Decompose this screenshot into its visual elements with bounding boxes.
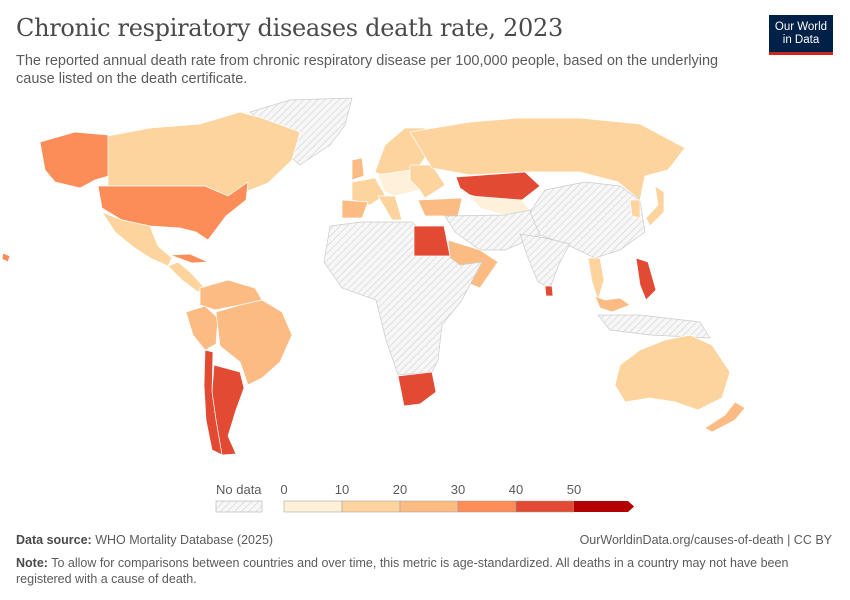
note-label: Note: (16, 556, 48, 570)
country-japan[interactable] (645, 185, 665, 227)
legend-tick-label: 50 (567, 482, 581, 497)
note-text: To allow for comparisons between countri… (16, 556, 789, 586)
country-thailand[interactable] (587, 257, 605, 302)
country-canada[interactable] (107, 111, 301, 197)
legend-tick-label: 40 (509, 482, 523, 497)
world-map (1, 97, 746, 456)
country-russia[interactable] (409, 117, 686, 201)
legend-bin[interactable] (341, 500, 401, 513)
legend-tick-label: 10 (335, 482, 349, 497)
country-turkey[interactable] (417, 197, 463, 217)
country-korea[interactable] (629, 199, 641, 219)
country-south-africa[interactable] (397, 371, 437, 407)
country-new-zealand[interactable] (704, 401, 746, 433)
legend-no-data-swatch (215, 500, 263, 513)
logo-line-1: Our World (774, 20, 828, 33)
owid-logo[interactable]: Our World in Data (769, 15, 833, 55)
country-western-europe[interactable] (351, 177, 386, 206)
legend-tick-label: 20 (393, 482, 407, 497)
footnote: Note: To allow for comparisons between c… (16, 555, 816, 587)
country-peru[interactable] (185, 305, 219, 351)
country-uk[interactable] (351, 157, 365, 181)
chart-subtitle: The reported annual death rate from chro… (16, 53, 719, 87)
legend-tick-label: 30 (451, 482, 465, 497)
data-source: Data source: WHO Mortality Database (202… (16, 533, 273, 547)
logo-line-2: in Data (782, 33, 820, 46)
legend-no-data-label: No data (216, 482, 262, 497)
country-brazil[interactable] (215, 299, 293, 386)
country-iberia[interactable] (341, 199, 369, 219)
country-sri-lanka[interactable] (544, 285, 554, 297)
country-hawaii[interactable] (1, 252, 11, 263)
country-alaska[interactable] (39, 131, 113, 189)
legend-bin[interactable] (515, 500, 575, 513)
country-egypt[interactable] (413, 225, 451, 257)
license-link[interactable]: OurWorldinData.org/causes-of-death | CC … (579, 533, 832, 547)
country-mexico[interactable] (101, 211, 173, 267)
legend-bin[interactable] (399, 500, 459, 513)
color-legend: No data 0 10 20 30 40 50 (215, 482, 634, 513)
country-indonesia[interactable] (597, 314, 711, 339)
country-kazakhstan[interactable] (455, 171, 541, 201)
legend-bin[interactable] (283, 500, 343, 513)
source-value[interactable]: WHO Mortality Database (2025) (95, 533, 274, 547)
country-central-europe[interactable] (377, 169, 421, 197)
country-cuba[interactable] (169, 253, 209, 264)
chart-title: Chronic respiratory diseases death rate,… (16, 14, 563, 42)
country-india[interactable] (519, 233, 571, 289)
country-eastern-europe[interactable] (409, 164, 446, 199)
country-italy[interactable] (377, 195, 403, 221)
country-central-america[interactable] (167, 261, 206, 293)
legend-bin[interactable] (457, 500, 517, 513)
source-label: Data source: (16, 533, 92, 547)
legend-bin[interactable] (574, 501, 634, 512)
country-philippines[interactable] (635, 257, 657, 301)
country-malaysia[interactable] (594, 295, 631, 313)
legend-tick-label: 0 (280, 482, 287, 497)
country-australia[interactable] (614, 334, 731, 411)
country-chile[interactable] (203, 349, 223, 456)
